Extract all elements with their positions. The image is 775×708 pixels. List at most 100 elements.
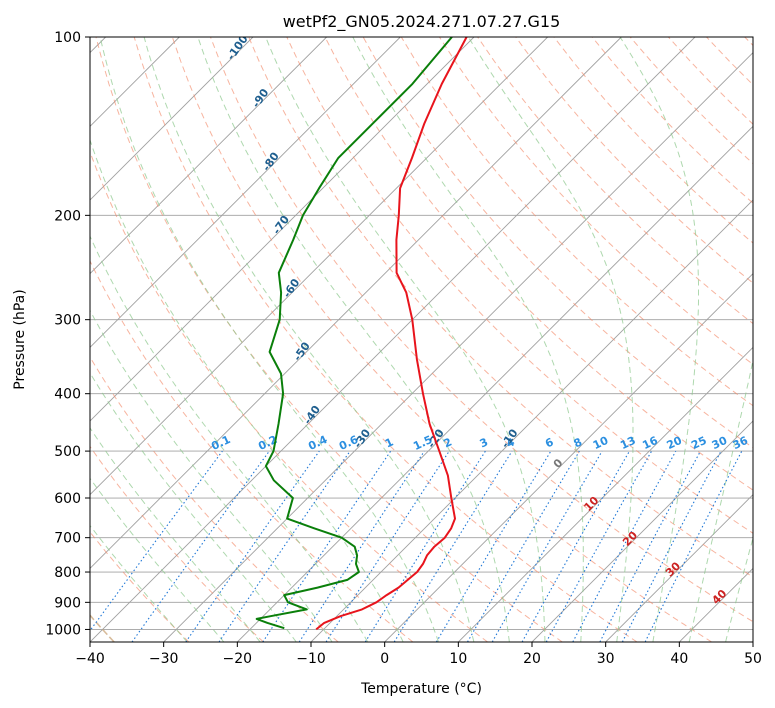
- mixing-ratio-label: 6: [543, 435, 556, 450]
- x-tick-label: −40: [75, 651, 105, 667]
- dry-adiabat-line: [515, 37, 753, 284]
- x-tick-label: 20: [523, 651, 541, 667]
- mixing-ratio-label: 30: [710, 434, 730, 452]
- mixing-ratio-label: 10: [591, 434, 611, 452]
- temperature-profile-line: [315, 37, 468, 631]
- moist-adiabat-lines: [90, 37, 753, 642]
- moist-adiabat-line: [143, 37, 475, 642]
- isotherm-line: [679, 567, 753, 642]
- y-tick-label: 1000: [45, 622, 81, 638]
- moist-adiabat-line: [99, 37, 439, 642]
- dry-adiabat-line: [90, 531, 190, 642]
- moist-adiabat-line: [90, 524, 188, 642]
- y-axis-ticks: 100 200 300 400 500 600 700 800 900 1000: [45, 30, 90, 638]
- mixing-ratio-line: [298, 450, 425, 642]
- mixing-ratio-label: 20: [665, 434, 685, 452]
- mixing-ratio-lines: [90, 450, 743, 642]
- isotherm-line: [605, 494, 753, 642]
- dry-adiabat-line: [210, 37, 753, 623]
- moist-adiabat-line: [90, 309, 333, 642]
- mixing-ratio-line: [185, 450, 320, 642]
- dewpoint-profile-line: [255, 37, 453, 630]
- mixing-ratio-line: [393, 450, 513, 642]
- y-tick-label: 800: [54, 565, 81, 581]
- moist-adiabat-label: 40: [709, 587, 729, 607]
- x-tick-label: −30: [149, 651, 179, 667]
- mixing-ratio-line: [262, 450, 392, 642]
- isotherm-line: [90, 37, 254, 201]
- mixing-ratio-label: 8: [572, 435, 584, 450]
- moist-adiabat-line: [352, 37, 584, 642]
- dry-adiabat-line: [90, 259, 414, 642]
- moist-adiabat-line: [725, 536, 753, 642]
- chart-title: wetPf2_GN05.2024.271.07.27.G15: [283, 12, 561, 32]
- mixing-ratio-label: 3: [478, 435, 490, 450]
- y-tick-label: 600: [54, 491, 81, 507]
- x-axis-ticks: −40 −30 −20 −10 0 10 20 30 40 50: [75, 642, 762, 667]
- isotherm-line: [458, 346, 753, 642]
- mixing-ratio-line: [599, 450, 701, 642]
- y-tick-label: 900: [54, 595, 81, 611]
- y-tick-label: 200: [54, 208, 81, 224]
- moist-adiabat-line: [90, 477, 225, 642]
- plot-area: 0.1 0.2 0.4 0.6 1 1.5 2 3 4 6 8 10 13 16 20 25 30 36-100-…: [90, 37, 753, 642]
- sounding-profiles: [255, 37, 468, 631]
- mixing-ratio-line: [644, 450, 743, 642]
- moist-adiabat-label: 10: [581, 494, 601, 514]
- y-tick-label: 100: [54, 30, 81, 46]
- dry-adiabat-line: [133, 37, 638, 642]
- isotherm-line: [310, 199, 753, 642]
- isotherm-line: [90, 37, 548, 496]
- isotherm-line: [384, 273, 753, 642]
- y-tick-label: 400: [54, 387, 81, 403]
- x-tick-label: 40: [670, 651, 688, 667]
- moist-adiabat-line: [90, 235, 369, 642]
- dry-adiabat-lines: [90, 37, 753, 642]
- mixing-ratio-line: [218, 450, 351, 642]
- y-tick-label: 700: [54, 531, 81, 547]
- moist-adiabat-line: [90, 371, 297, 642]
- isotherm-line: [90, 37, 622, 569]
- dry-adiabat-line: [90, 445, 264, 642]
- mixing-ratio-line: [572, 450, 677, 642]
- dry-adiabat-label: -80: [260, 150, 282, 174]
- moist-adiabat-line: [197, 37, 510, 642]
- mixing-ratio-label: 13: [618, 434, 637, 452]
- isotherm-line: [531, 420, 753, 642]
- dry-adiabat-line: [90, 356, 339, 642]
- x-tick-label: −10: [296, 651, 326, 667]
- moist-adiabat-line: [619, 37, 699, 642]
- x-tick-label: 0: [380, 651, 389, 667]
- x-tick-label: 50: [744, 651, 762, 667]
- isotherm-lines: [90, 37, 753, 642]
- dry-adiabat-line: [553, 37, 753, 244]
- mixing-ratio-line: [325, 450, 450, 642]
- plot-frame: [89, 36, 754, 643]
- mixing-ratio-label: 36: [731, 434, 751, 452]
- isotherm-line: [163, 52, 753, 642]
- moist-adiabat-label: 30: [663, 559, 683, 579]
- moist-adiabat-line: [90, 427, 261, 642]
- moist-adiabat-line: [688, 358, 753, 642]
- x-tick-label: 10: [449, 651, 467, 667]
- y-axis-title: Pressure (hPa): [12, 289, 28, 389]
- dry-adiabat-label: -40: [301, 403, 323, 427]
- mixing-ratio-line: [131, 450, 270, 642]
- y-tick-label: 300: [54, 313, 81, 329]
- mixing-ratio-line: [435, 450, 552, 642]
- dry-adiabat-label: -90: [249, 86, 271, 110]
- isotherm-line: [90, 37, 475, 422]
- dry-adiabat-line: [324, 37, 753, 491]
- x-tick-label: 30: [597, 651, 615, 667]
- dry-adiabat-line: [95, 37, 563, 642]
- moist-adiabat-line: [90, 138, 404, 642]
- dry-adiabat-label: -70: [270, 213, 292, 237]
- isotherm-line: [90, 37, 696, 642]
- isotherm-line: [90, 37, 401, 348]
- moist-adiabat-line: [467, 37, 634, 642]
- dry-adiabat-line: [668, 37, 753, 125]
- dry-adiabat-line: [248, 37, 753, 578]
- isotherm-line: [752, 641, 753, 642]
- dry-adiabat-line: [591, 37, 753, 204]
- mixing-ratio-label: 25: [689, 434, 708, 452]
